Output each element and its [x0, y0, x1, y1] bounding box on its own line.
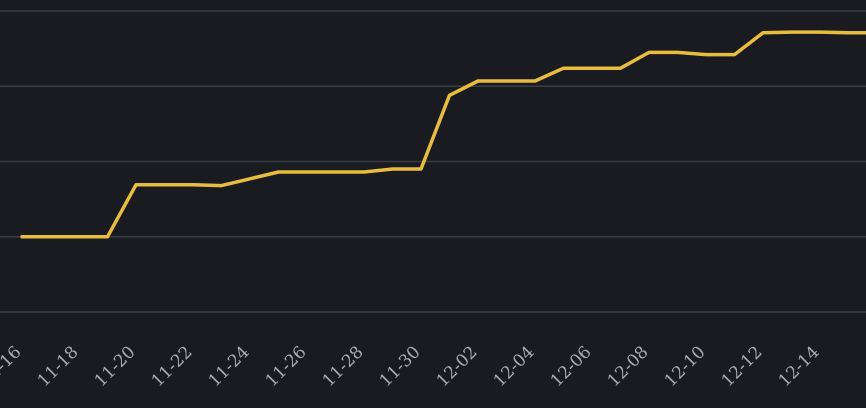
x-tick-label: 12-06: [547, 342, 596, 391]
x-tick-label: 11-26: [262, 342, 311, 391]
series-layer: [20, 30, 866, 239]
x-tick-layer: 11-16 11-18 11-20 11-22 11-24 11-26 11-28 11-30…: [0, 342, 824, 391]
x-tick-label: 11-24: [205, 342, 254, 391]
x-tick-label: 12-04: [490, 342, 539, 391]
x-tick-label: 12-14: [775, 342, 824, 391]
grid-layer: [0, 10, 866, 313]
series-line-0: [20, 30, 866, 239]
x-tick-label: 12-12: [718, 342, 767, 391]
x-tick-label: 11-20: [91, 342, 140, 391]
x-tick-label: 11-22: [148, 342, 197, 391]
x-tick-label: 12-02: [433, 342, 482, 391]
x-tick-label: 12-10: [661, 342, 710, 391]
x-tick-label: 11-30: [376, 342, 425, 391]
x-tick-label: 12-08: [604, 342, 653, 391]
x-tick-label: 11-28: [319, 342, 368, 391]
x-tick-label: 11-18: [34, 342, 83, 391]
x-tick-label: 11-16: [0, 342, 26, 391]
